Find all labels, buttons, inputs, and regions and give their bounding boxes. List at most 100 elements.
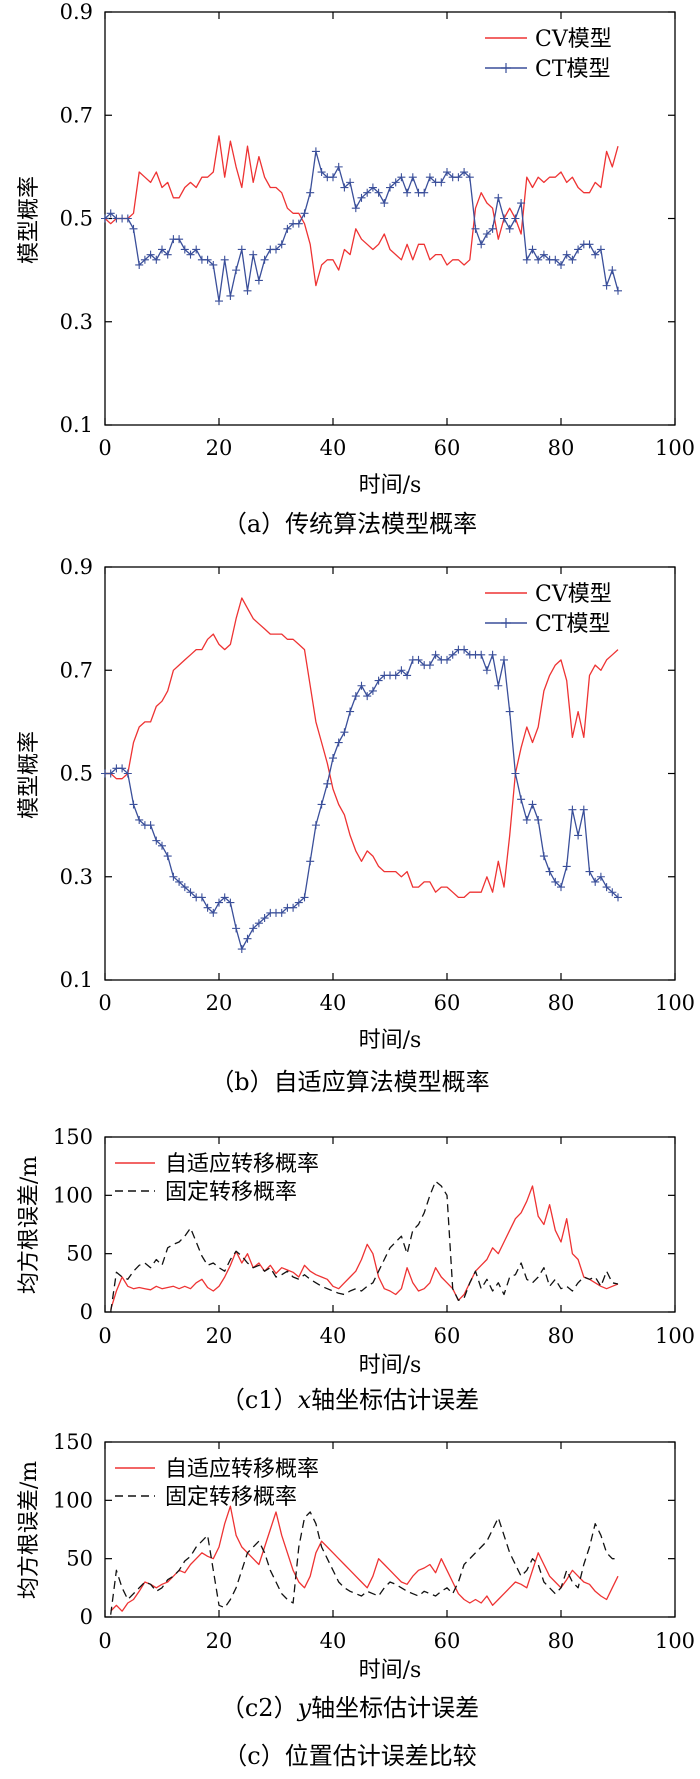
caption-a: （a）传统算法模型概率	[222, 510, 478, 538]
series-line-2	[105, 648, 619, 950]
data-point-marker	[277, 240, 286, 249]
data-point-marker	[557, 883, 565, 892]
data-point-marker	[203, 903, 212, 912]
data-point-marker	[220, 255, 229, 264]
data-point-marker	[539, 852, 548, 861]
data-point-marker	[101, 214, 109, 223]
data-point-marker	[340, 728, 349, 737]
data-point-marker	[163, 852, 172, 861]
data-point-marker	[574, 245, 583, 254]
data-point-marker	[260, 255, 269, 264]
data-point-marker	[368, 686, 377, 695]
x-tick-label: 0	[98, 436, 111, 460]
x-tick-label: 40	[320, 436, 347, 460]
data-point-marker	[454, 173, 463, 182]
y-tick-label: 0.7	[60, 658, 93, 682]
legend-label-2: 固定转移概率	[165, 1180, 297, 1205]
y-tick-label: 0.5	[60, 762, 93, 786]
data-point-marker	[477, 650, 486, 659]
data-point-marker	[146, 821, 155, 830]
data-point-marker	[306, 188, 315, 197]
data-point-marker	[568, 805, 577, 814]
caption-c1-open: （c1）	[220, 1386, 298, 1414]
data-point-marker	[340, 183, 349, 192]
x-tick-label: 40	[320, 1629, 347, 1653]
y-tick-label: 100	[53, 1183, 93, 1207]
data-point-marker	[471, 224, 480, 233]
y-tick-label: 150	[53, 1125, 93, 1149]
caption-c2: （c2）y轴坐标估计误差	[0, 1688, 700, 1723]
series-markers-2	[101, 147, 622, 306]
data-point-marker	[106, 769, 115, 778]
data-point-marker	[158, 841, 166, 850]
series-line-1	[110, 1185, 619, 1310]
y-tick-label: 0.5	[60, 207, 93, 231]
data-point-marker	[500, 655, 508, 664]
data-point-marker	[123, 214, 132, 223]
data-point-marker	[368, 183, 377, 192]
data-point-marker	[334, 738, 343, 747]
data-point-marker	[203, 255, 212, 264]
data-point-marker	[437, 178, 446, 187]
x-tick-label: 80	[548, 436, 575, 460]
y-axis-label: 均方根误差/m	[17, 1461, 42, 1599]
data-point-marker	[209, 260, 218, 269]
data-point-marker	[585, 240, 594, 249]
x-tick-label: 100	[655, 1629, 695, 1653]
caption-c1-axis: x	[297, 1386, 312, 1414]
data-point-marker	[551, 255, 560, 264]
y-tick-label: 0.3	[60, 865, 93, 889]
data-point-marker	[220, 893, 229, 902]
data-point-marker	[237, 945, 246, 954]
data-point-marker	[397, 666, 406, 675]
data-point-marker	[351, 204, 360, 213]
x-axis-label: 时间/s	[359, 1028, 422, 1050]
x-tick-label: 20	[206, 1324, 233, 1348]
data-point-marker	[311, 821, 320, 830]
y-tick-label: 100	[53, 1488, 93, 1512]
data-point-marker	[118, 764, 127, 773]
x-axis-label: 时间/s	[359, 1353, 422, 1378]
data-point-marker	[614, 286, 622, 295]
data-point-marker	[557, 260, 565, 269]
caption-c1: （c1）x轴坐标估计误差	[0, 1380, 700, 1415]
data-point-marker	[237, 245, 246, 254]
data-point-marker	[414, 655, 423, 664]
caption-c2-axis: y	[297, 1694, 312, 1722]
chart-c1: 0 20 40 60 80 100 0 50 100 150 时间/s 均方根误差/m 自适应转移概率固…	[17, 1125, 695, 1378]
legend-label-2: CT模型	[535, 57, 611, 82]
series-line-1	[104, 135, 619, 287]
data-point-marker	[448, 650, 457, 659]
data-point-marker	[209, 908, 218, 917]
x-tick-label: 60	[434, 1324, 461, 1348]
data-point-marker	[300, 209, 309, 218]
data-point-marker	[129, 224, 138, 233]
data-point-marker	[135, 260, 144, 269]
data-point-marker	[186, 250, 195, 259]
data-point-marker	[254, 276, 263, 285]
data-point-marker	[175, 235, 184, 244]
data-point-marker	[488, 650, 497, 659]
data-point-marker	[374, 188, 383, 197]
data-point-marker	[294, 219, 303, 228]
plot-frame	[104, 1441, 676, 1618]
legend-label-1: CV模型	[535, 27, 612, 52]
y-tick-label: 0	[80, 1300, 93, 1324]
data-point-marker	[465, 173, 474, 182]
data-point-marker	[460, 645, 469, 654]
series-line-2	[110, 1511, 618, 1615]
data-point-marker	[534, 255, 543, 264]
x-tick-label: 40	[320, 1324, 347, 1348]
data-point-marker	[175, 877, 184, 886]
data-point-marker	[180, 883, 189, 892]
data-point-marker	[477, 240, 486, 249]
data-point-marker	[397, 173, 406, 182]
data-point-marker	[517, 199, 526, 208]
data-point-marker	[403, 671, 412, 680]
data-point-marker	[591, 250, 600, 259]
data-point-marker	[294, 898, 303, 907]
series-line-1	[105, 597, 619, 899]
legend-marker-2	[501, 618, 511, 628]
data-point-marker	[123, 769, 132, 778]
data-point-marker	[180, 245, 189, 254]
